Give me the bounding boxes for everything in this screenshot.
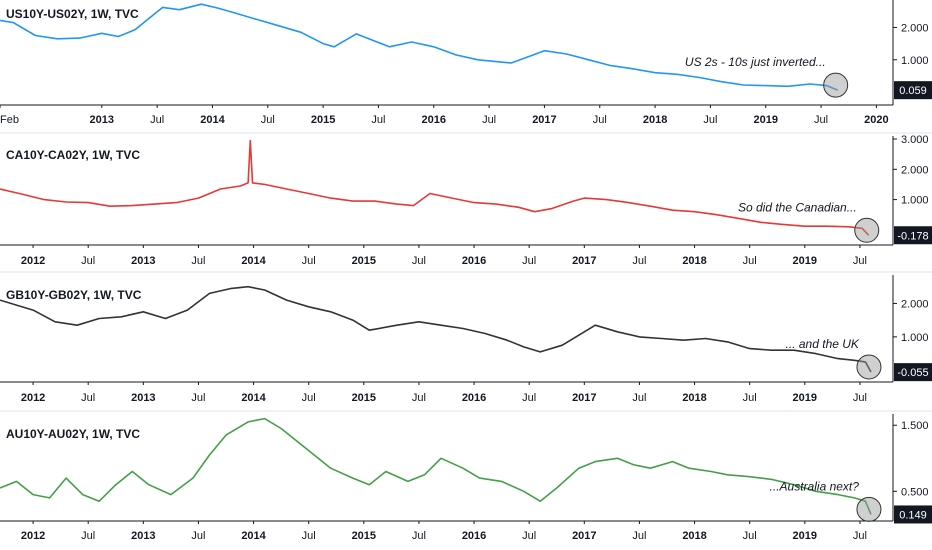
series-line — [0, 139, 870, 236]
x-tick-label: Jul — [853, 530, 867, 542]
x-tick-label: 2012 — [21, 530, 45, 542]
highlight-circle — [823, 72, 849, 98]
y-tick-label: 1.500 — [901, 420, 929, 432]
x-tick-label: Jul — [81, 530, 95, 542]
x-tick-label: 2018 — [682, 530, 706, 542]
chart-title: US10Y-US02Y, 1W, TVC — [6, 7, 139, 21]
x-tick-label: 2014 — [241, 255, 266, 267]
last-value-label: 0.149 — [899, 509, 927, 521]
x-tick-label: Jul — [412, 255, 426, 267]
x-tick-label: 2019 — [754, 114, 778, 126]
x-tick-label: Jul — [302, 392, 316, 404]
x-tick-label: Jul — [412, 392, 426, 404]
x-tick-label: 2014 — [200, 114, 225, 126]
last-value-label: -0.178 — [897, 230, 928, 242]
last-value-badge — [894, 505, 932, 524]
x-tick-label: 2013 — [90, 114, 114, 126]
y-tick-label: 1.000 — [901, 195, 929, 207]
x-tick-label: Jul — [412, 530, 426, 542]
x-tick-label: Jul — [853, 392, 867, 404]
x-tick-label: 2013 — [131, 255, 155, 267]
series-line — [0, 3, 839, 91]
x-tick-label: 2019 — [793, 392, 817, 404]
x-tick-label: Jul — [371, 114, 385, 126]
x-tick-label: 2014 — [241, 392, 266, 404]
x-tick-label: 2017 — [532, 114, 556, 126]
chart-title: GB10Y-GB02Y, 1W, TVC — [6, 288, 142, 302]
last-value-label: 0.059 — [899, 85, 927, 97]
highlight-circle — [856, 496, 882, 522]
chart-title: AU10Y-AU02Y, 1W, TVC — [6, 427, 140, 441]
x-tick-label: Jul — [632, 255, 646, 267]
x-tick-label: Jul — [302, 530, 316, 542]
x-tick-label: 2017 — [572, 255, 596, 267]
x-tick-label: 2016 — [462, 255, 486, 267]
y-tick-label: 1.000 — [901, 55, 929, 67]
x-tick-label: Jul — [81, 255, 95, 267]
x-tick-label: Jul — [191, 392, 205, 404]
x-tick-label: 2013 — [131, 392, 155, 404]
chart-title: CA10Y-CA02Y, 1W, TVC — [6, 148, 140, 162]
x-tick-label: Jul — [632, 392, 646, 404]
x-tick-label: Jul — [743, 255, 757, 267]
y-tick-label: 1.000 — [901, 332, 929, 344]
x-tick-label: Feb — [0, 114, 19, 126]
x-tick-label: 2017 — [572, 530, 596, 542]
x-tick-label: Jul — [632, 530, 646, 542]
x-tick-label: 2020 — [864, 114, 888, 126]
y-tick-label: 0.500 — [901, 486, 929, 498]
x-tick-label: 2012 — [21, 255, 45, 267]
x-tick-label: Jul — [150, 114, 164, 126]
y-tick-label: 2.000 — [901, 22, 929, 34]
x-tick-label: Jul — [302, 255, 316, 267]
x-tick-label: 2019 — [793, 530, 817, 542]
x-tick-label: 2013 — [131, 530, 155, 542]
x-tick-label: 2016 — [462, 530, 486, 542]
x-tick-label: Jul — [814, 114, 828, 126]
x-tick-label: 2018 — [682, 255, 706, 267]
x-tick-label: Jul — [743, 392, 757, 404]
x-tick-label: 2019 — [793, 255, 817, 267]
series-line — [0, 285, 872, 373]
x-tick-label: Jul — [743, 530, 757, 542]
x-tick-label: 2015 — [352, 392, 376, 404]
annotation: So did the Canadian... — [738, 200, 857, 214]
x-tick-label: Jul — [191, 255, 205, 267]
x-tick-label: 2014 — [241, 530, 266, 542]
highlight-circle — [854, 217, 880, 243]
x-tick-label: Jul — [593, 114, 607, 126]
highlight-circle — [856, 354, 882, 380]
annotation: ... and the UK — [786, 337, 860, 351]
y-tick-label: 2.000 — [901, 298, 929, 310]
x-tick-label: 2016 — [422, 114, 446, 126]
x-tick-label: Jul — [522, 392, 536, 404]
y-tick-label: 3.000 — [901, 134, 929, 146]
y-tick-label: 2.000 — [901, 164, 929, 176]
x-tick-label: Jul — [191, 530, 205, 542]
last-value-badge — [894, 226, 932, 245]
x-tick-label: Jul — [703, 114, 717, 126]
x-tick-label: Jul — [522, 255, 536, 267]
x-tick-label: 2018 — [643, 114, 667, 126]
last-value-badge — [894, 363, 932, 382]
x-tick-label: Jul — [482, 114, 496, 126]
last-value-badge — [894, 81, 932, 100]
series-line — [0, 417, 872, 515]
x-tick-label: Jul — [81, 392, 95, 404]
x-tick-label: Jul — [522, 530, 536, 542]
x-tick-label: 2016 — [462, 392, 486, 404]
x-tick-label: 2015 — [311, 114, 335, 126]
x-tick-label: 2015 — [352, 255, 376, 267]
x-tick-label: 2018 — [682, 392, 706, 404]
annotation: US 2s - 10s just inverted... — [685, 55, 826, 69]
x-tick-label: 2015 — [352, 530, 376, 542]
x-tick-label: 2017 — [572, 392, 596, 404]
x-tick-label: Jul — [261, 114, 275, 126]
x-tick-label: 2012 — [21, 392, 45, 404]
annotation: ...Australia next? — [770, 479, 860, 493]
x-tick-label: Jul — [853, 255, 867, 267]
last-value-label: -0.055 — [897, 367, 928, 379]
